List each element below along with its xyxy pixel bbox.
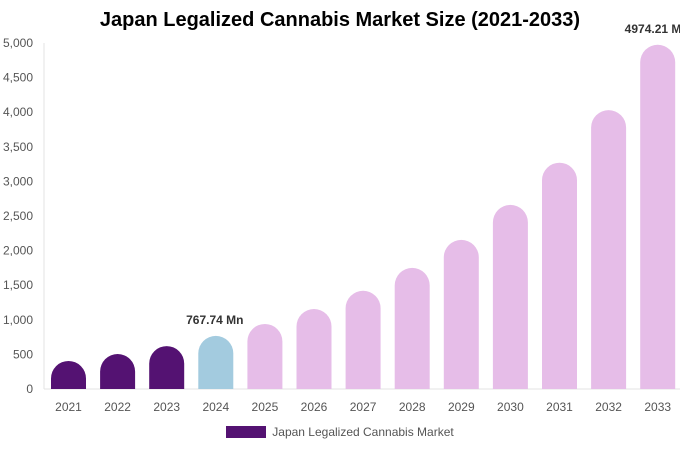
bar-2032 [591,110,627,390]
bar-2023 [149,346,185,389]
x-tick-label: 2031 [546,400,573,414]
y-tick-label: 1,000 [3,313,33,327]
y-tick-label: 2,500 [3,209,33,223]
x-tick-label: 2021 [55,400,82,414]
bar-2031 [542,162,577,389]
x-tick-label: 2023 [153,400,180,414]
bar-2026 [296,309,332,389]
legend-swatch [226,426,267,438]
x-tick-label: 2030 [497,400,524,414]
y-tick-label: 1,500 [3,278,33,292]
bar-2027 [345,290,381,389]
x-tick-label: 2027 [350,400,377,414]
legend-label: Japan Legalized Cannabis Market [272,425,454,439]
y-tick-label: 3,500 [3,140,33,154]
y-tick-label: 4,500 [3,71,33,85]
x-tick-label: 2033 [644,400,671,414]
bar-2025 [247,323,283,389]
bar-2028 [394,267,430,389]
x-tick-label: 2022 [104,400,131,414]
bar-2029 [443,239,479,389]
data-label: 767.74 Mn [186,313,243,327]
bar-2030 [492,204,528,389]
y-tick-label: 5,000 [3,36,33,50]
chart-title: Japan Legalized Cannabis Market Size (20… [99,9,581,31]
x-tick-label: 2032 [595,400,622,414]
x-tick-label: 2026 [301,400,328,414]
x-tick-label: 2025 [252,400,279,414]
y-tick-label: 500 [13,347,33,361]
y-tick-label: 4,000 [3,105,33,119]
data-label: 4974.21 Mn [625,22,680,36]
x-tick-label: 2029 [448,400,475,414]
bar-2024 [198,335,234,389]
x-tick-label: 2028 [399,400,426,414]
y-tick-label: 2,000 [3,244,33,258]
y-tick-label: 0 [26,382,33,396]
bar-2033 [640,44,676,389]
bar-2022 [100,354,136,389]
legend: Japan Legalized Cannabis Market [0,425,680,439]
x-tick-label: 2024 [202,400,229,414]
bar-2021 [51,360,86,389]
y-tick-label: 3,000 [3,174,33,188]
